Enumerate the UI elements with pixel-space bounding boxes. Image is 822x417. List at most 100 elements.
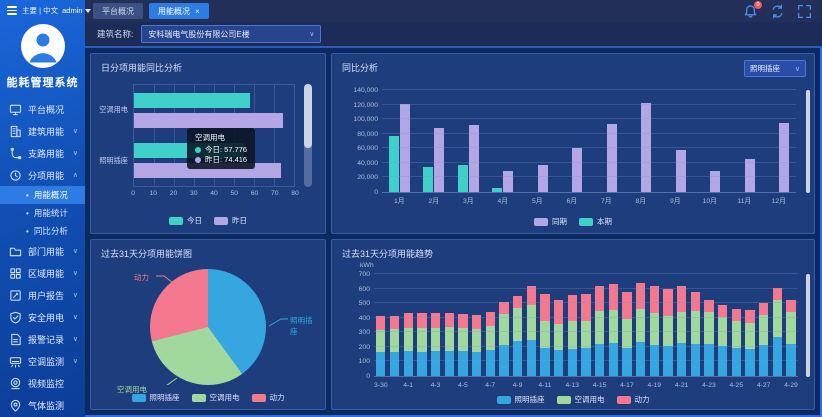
segment-照明插座[interactable] <box>376 351 386 376</box>
segment-照明插座[interactable] <box>772 337 782 376</box>
segment-空调用电[interactable] <box>717 317 728 347</box>
sidebar-subitem-同比分析[interactable]: • 同比分析 <box>0 222 85 240</box>
segment-照明插座[interactable] <box>759 345 769 376</box>
locale-switch[interactable]: 主要 | 中文 <box>22 6 59 15</box>
user-menu[interactable]: admin <box>62 6 91 15</box>
segment-照明插座[interactable] <box>663 346 673 376</box>
segment-空调用电[interactable] <box>759 314 769 346</box>
segment-空调用电[interactable] <box>512 307 523 342</box>
segment-动力[interactable] <box>676 286 687 312</box>
legend-item-照明插座[interactable]: 照明插座 <box>496 394 545 405</box>
stacked-bar-4-25[interactable] <box>731 274 741 376</box>
segment-照明插座[interactable] <box>786 343 796 376</box>
segment-动力[interactable] <box>594 285 605 312</box>
legend-item-同期[interactable]: 同期 <box>534 216 567 227</box>
stacked-bar-4-16[interactable] <box>608 274 618 376</box>
stacked-bar-4-19[interactable] <box>649 274 659 376</box>
segment-空调用电[interactable] <box>540 320 550 349</box>
segment-照明插座[interactable] <box>717 346 728 376</box>
stacked-bar-4-7[interactable] <box>485 274 495 376</box>
segment-动力[interactable] <box>567 295 577 322</box>
segment-空调用电[interactable] <box>594 311 605 344</box>
bar-本期-4月[interactable] <box>492 187 503 192</box>
segment-动力[interactable] <box>458 314 468 328</box>
segment-空调用电[interactable] <box>526 304 536 341</box>
segment-照明插座[interactable] <box>622 347 632 376</box>
data-zoom-slider[interactable] <box>806 274 810 377</box>
legend-item-动力[interactable]: 动力 <box>616 394 650 405</box>
segment-照明插座[interactable] <box>731 348 741 376</box>
segment-空调用电[interactable] <box>471 328 482 352</box>
segment-照明插座[interactable] <box>526 340 536 376</box>
segment-动力[interactable] <box>444 312 454 328</box>
scrollbar-thumb[interactable] <box>304 84 312 148</box>
close-icon[interactable]: × <box>195 6 200 16</box>
segment-空调用电[interactable] <box>430 327 441 352</box>
bar-同期-3月[interactable] <box>468 124 479 192</box>
stacked-bar-4-24[interactable] <box>717 274 728 376</box>
sidebar-item-建筑用能[interactable]: 建筑用能 ∨ <box>0 120 85 142</box>
segment-空调用电[interactable] <box>376 330 386 352</box>
sidebar-item-气体监测[interactable]: 气体监测 <box>0 394 85 416</box>
segment-动力[interactable] <box>772 287 782 300</box>
segment-照明插座[interactable] <box>649 344 659 376</box>
stacked-bar-4-5[interactable] <box>458 274 468 376</box>
legend-item-昨日[interactable]: 昨日 <box>214 215 247 226</box>
fullscreen-icon[interactable] <box>797 4 812 19</box>
stacked-bar-4-8[interactable] <box>499 274 509 376</box>
segment-动力[interactable] <box>417 313 427 328</box>
stacked-bar-4-17[interactable] <box>622 274 632 376</box>
series-select[interactable]: 照明插座 ∨ <box>744 60 806 77</box>
segment-动力[interactable] <box>485 311 495 327</box>
segment-动力[interactable] <box>608 284 618 311</box>
segment-动力[interactable] <box>499 301 509 315</box>
sidebar-subitem-用能统计[interactable]: • 用能统计 <box>0 204 85 222</box>
stacked-bar-4-1[interactable] <box>403 274 413 376</box>
segment-照明插座[interactable] <box>540 348 550 376</box>
legend-item-空调用电[interactable]: 空调用电 <box>556 394 605 405</box>
segment-照明插座[interactable] <box>594 343 605 376</box>
segment-照明插座[interactable] <box>403 351 413 376</box>
segment-动力[interactable] <box>717 304 728 317</box>
bar-同期-11月[interactable] <box>744 159 755 192</box>
segment-空调用电[interactable] <box>581 320 591 349</box>
segment-照明插座[interactable] <box>444 350 454 376</box>
stacked-bar-4-13[interactable] <box>567 274 577 376</box>
segment-动力[interactable] <box>553 300 564 325</box>
segment-照明插座[interactable] <box>635 341 646 376</box>
segment-照明插座[interactable] <box>389 351 400 376</box>
bar-昨日-空调用电[interactable] <box>134 112 283 128</box>
stacked-bar-4-12[interactable] <box>553 274 564 376</box>
segment-空调用电[interactable] <box>745 322 755 350</box>
segment-动力[interactable] <box>540 293 550 321</box>
bar-本期-2月[interactable] <box>423 166 434 192</box>
stacked-bar-4-9[interactable] <box>512 274 523 376</box>
stacked-bar-4-6[interactable] <box>471 274 482 376</box>
bar-昨日-照明插座[interactable] <box>134 163 281 179</box>
stacked-bar-4-27[interactable] <box>759 274 769 376</box>
pie-circle[interactable] <box>150 269 266 385</box>
stacked-bar-4-29[interactable] <box>786 274 796 376</box>
bar-同期-8月[interactable] <box>641 103 652 192</box>
segment-动力[interactable] <box>376 316 386 331</box>
segment-空调用电[interactable] <box>772 299 782 338</box>
segment-动力[interactable] <box>512 295 523 308</box>
legend-item-动力[interactable]: 动力 <box>251 392 285 403</box>
segment-空调用电[interactable] <box>704 311 714 344</box>
segment-动力[interactable] <box>690 291 700 312</box>
segment-空调用电[interactable] <box>403 327 413 352</box>
segment-照明插座[interactable] <box>485 350 495 376</box>
stacked-bar-4-2[interactable] <box>417 274 427 376</box>
data-zoom-slider[interactable] <box>806 90 810 193</box>
sidebar-item-安全用电[interactable]: 安全用电 ∨ <box>0 306 85 328</box>
sidebar-item-空调监测[interactable]: 空调监测 ∨ <box>0 350 85 372</box>
bar-同期-5月[interactable] <box>537 165 548 192</box>
bar-本期-1月[interactable] <box>388 135 399 192</box>
sidebar-item-区域用能[interactable]: 区域用能 ∨ <box>0 262 85 284</box>
stacked-bar-4-11[interactable] <box>540 274 550 376</box>
segment-动力[interactable] <box>622 292 632 320</box>
stacked-bar-3-31[interactable] <box>389 274 400 376</box>
segment-动力[interactable] <box>786 300 796 312</box>
segment-空调用电[interactable] <box>608 310 618 344</box>
segment-空调用电[interactable] <box>635 308 646 342</box>
